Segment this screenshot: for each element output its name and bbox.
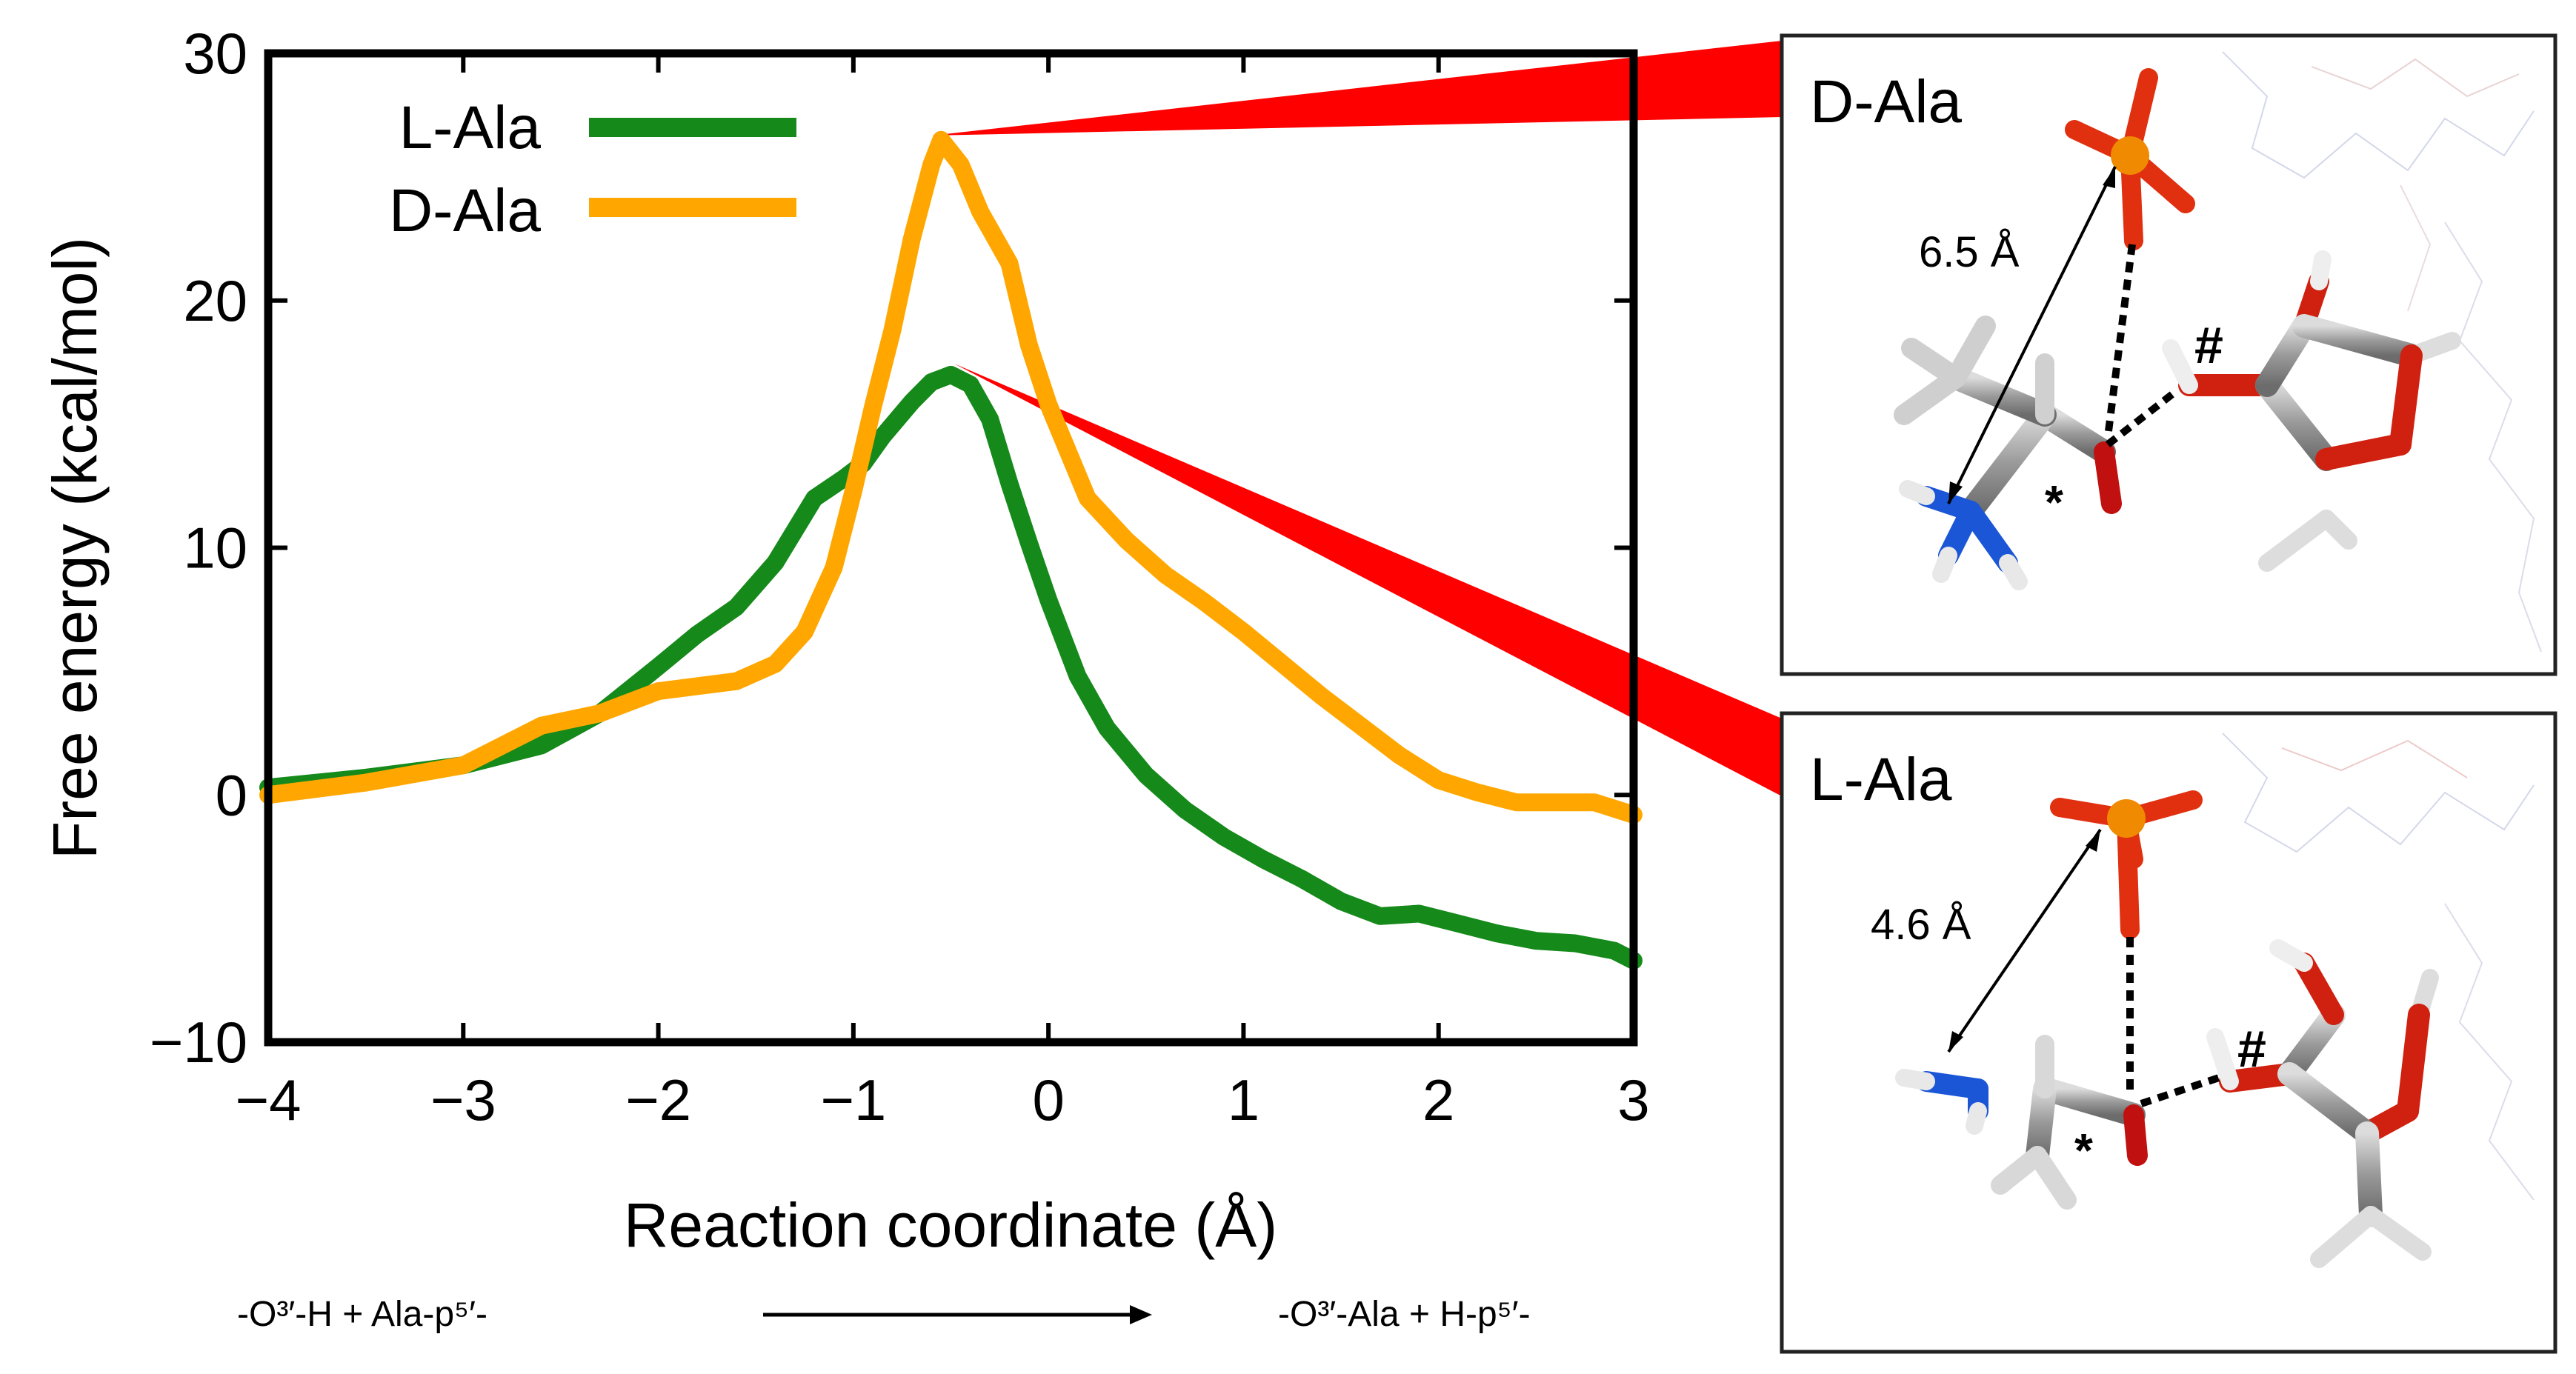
distance-arrowhead-top [2086,830,2100,852]
x-tick-label: 2 [1422,1067,1454,1133]
legend-label-d-ala: D-Ala [389,177,541,244]
x-tick-label: −3 [430,1067,496,1133]
hydroxyl-hash-l-ala: # [2237,1020,2266,1078]
series-line-l-ala [259,365,1643,970]
annotation-wedge-bottom [954,364,1782,796]
phosphate-group [2050,790,2203,939]
y-tick-label: 30 [183,21,247,86]
annotation-wedge-top [932,41,1782,136]
x-tick-label: −1 [820,1067,886,1133]
chiral-star-d-ala: * [2045,476,2063,529]
data-series [259,130,1643,970]
plot-frame [264,49,1638,1047]
distance-arrowhead-bottom [1948,1031,1963,1052]
x-axis-title: Reaction coordinate (Å) [624,1190,1277,1260]
y-tick-label: 10 [183,516,247,581]
series-line-d-ala [259,130,1643,824]
reaction-arrowhead [1130,1305,1152,1324]
distance-arrowhead-top [2103,167,2115,188]
legend: L-Ala D-Ala [389,94,796,244]
panel-d-ala: D-Ala [1780,33,2557,676]
x-tick-label: 0 [1032,1067,1064,1133]
ribose-ring [2162,250,2461,572]
y-axis-title: Free energy (kcal/mol) [40,237,110,859]
panel-l-ala-title: L-Ala [1810,746,1952,813]
hbond-hydroxyl [2140,1074,2220,1107]
alanine-residue [1894,316,2122,590]
distance-arrow [1947,828,2102,1053]
background-wireframe [2222,733,2535,1201]
x-tick-label: −2 [625,1067,691,1133]
panel-d-ala-title: D-Ala [1810,68,1962,136]
background-wireframe [2222,51,2542,653]
alanine-residue [1895,1035,2148,1210]
distance-label-l-ala: 4.6 Å [1871,901,1971,949]
distance-arrow [1947,166,2117,504]
distance-label-d-ala: 6.5 Å [1919,228,2020,276]
reaction-reactants: -O³′-H + Ala-p⁵′- [237,1295,487,1334]
y-tick-label: 20 [183,268,247,333]
y-tick-label: 0 [216,762,247,827]
hbond-hydroxyl [2105,390,2177,447]
hydroxyl-hash-d-ala: # [2194,316,2223,374]
reaction-equation: -O³′-H + Ala-p⁵′- -O³′-Ala + H-p⁵′- [237,1295,1531,1334]
x-tick-label: −4 [236,1067,302,1133]
x-tick-label: 3 [1617,1067,1649,1133]
panel-l-ala: L-Ala [1780,711,2557,1354]
reaction-products: -O³′-Ala + H-p⁵′- [1278,1295,1531,1334]
phosphate-group [2065,68,2195,250]
chiral-star-l-ala: * [2074,1124,2093,1177]
ribose-ring [2206,939,2439,1268]
distance-arrowhead-bottom [1948,481,1963,504]
y-tick-label: −10 [150,1010,247,1075]
x-tick-label: 1 [1228,1067,1259,1133]
hbond-phosphate [2104,244,2136,438]
legend-label-l-ala: L-Ala [399,94,542,161]
